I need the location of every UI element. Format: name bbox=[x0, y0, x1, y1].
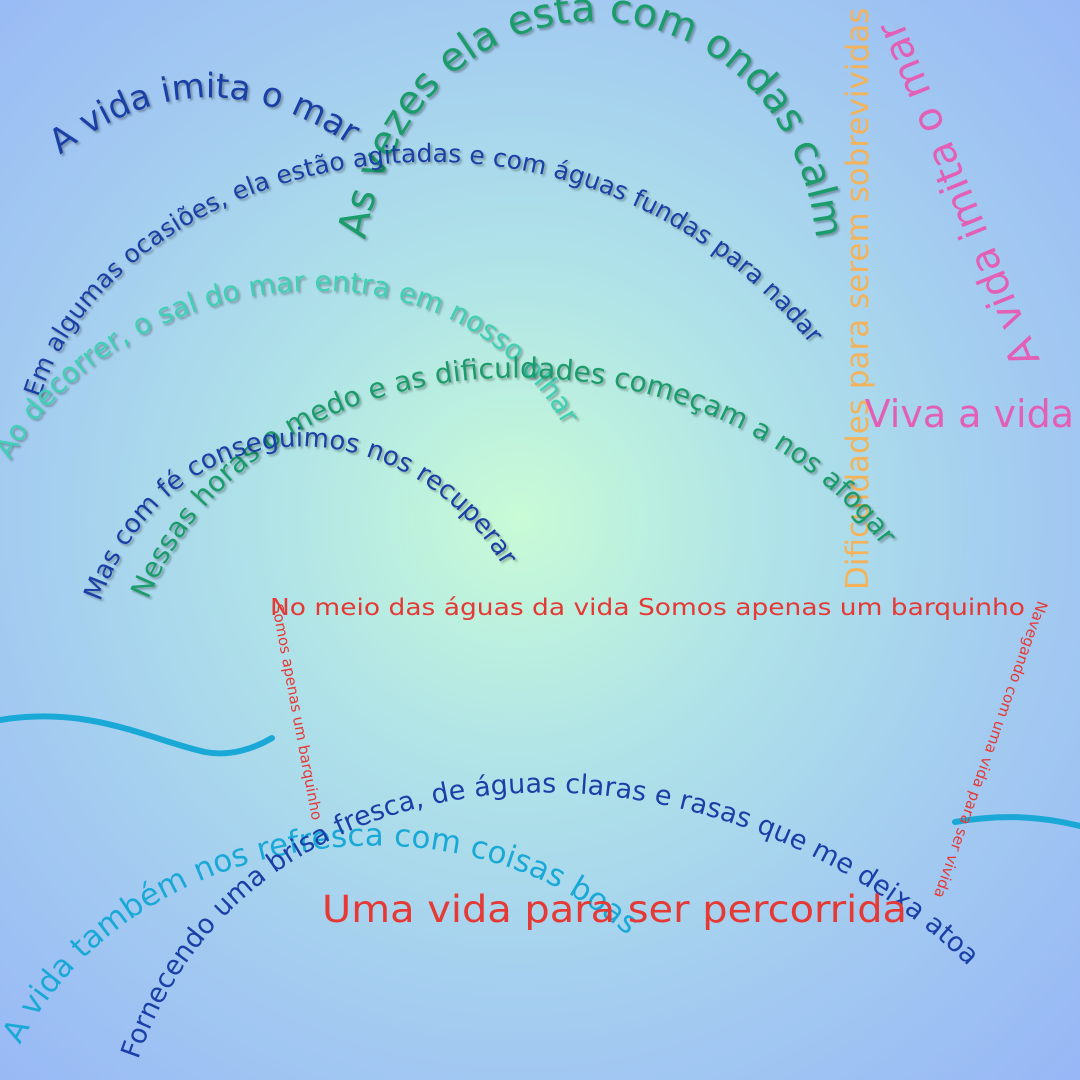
wave-right-decoration bbox=[952, 814, 1080, 829]
line-viva-a-vida: Viva a vida bbox=[865, 392, 1074, 436]
line-vida-imita-mar-right: A vida imita o mar bbox=[868, 14, 1050, 374]
line-navegando: Navegando com uma vida para ser vivida bbox=[930, 599, 1051, 901]
line-uma-vida: Uma vida para ser percorrida bbox=[322, 888, 907, 931]
line-somos-vertical: Somos apenas um barquinho bbox=[268, 602, 326, 821]
line-nessas-horas: Nessas horas o medo e as dificuldades co… bbox=[124, 351, 903, 602]
line-vida-tambem: A vida também nos refresca com coisas bo… bbox=[0, 818, 646, 1049]
wave-left-decoration bbox=[0, 713, 275, 757]
line-dificuldades: Dificuldades para serem sobrevividas bbox=[840, 8, 876, 590]
line-vida-imita-mar-top: A vida imita o mar bbox=[42, 66, 367, 162]
line-no-meio: No meio das águas da vida Somos apenas u… bbox=[270, 595, 1025, 621]
